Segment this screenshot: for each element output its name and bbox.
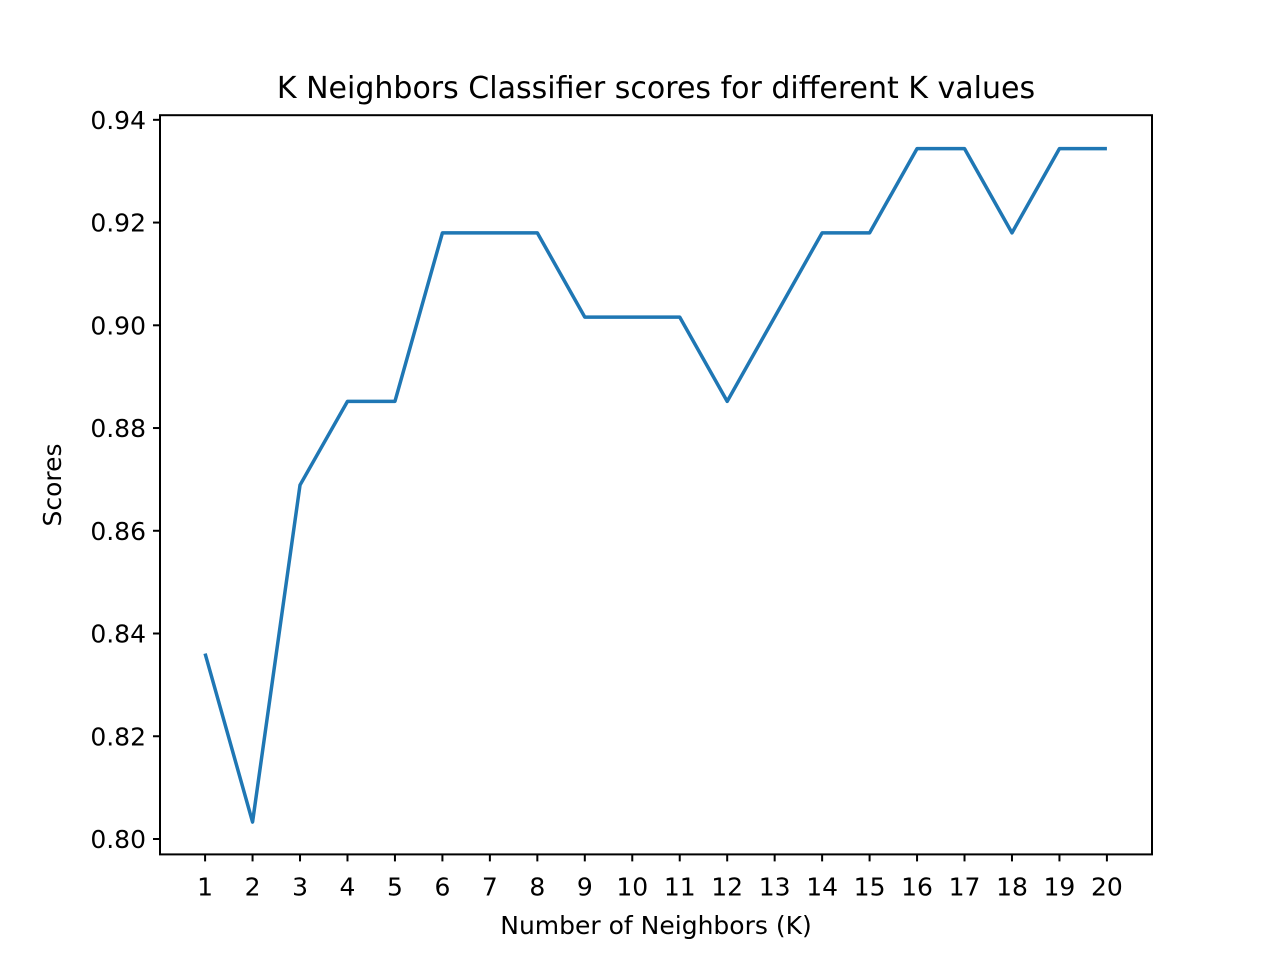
chart-title: K Neighbors Classifier scores for differ… [277, 71, 1035, 106]
series-layer [203, 146, 1107, 824]
series-line-0 [203, 146, 1107, 824]
x-tick-label: 9 [577, 872, 593, 901]
x-tick-label: 6 [434, 872, 450, 901]
x-tick-label: 12 [711, 872, 743, 901]
x-tick-label: 13 [759, 872, 791, 901]
y-tick-label: 0.86 [90, 517, 146, 546]
x-tick-label: 4 [340, 872, 356, 901]
y-tick-label: 0.88 [90, 414, 146, 443]
y-tick-label: 0.84 [90, 620, 146, 649]
x-tick-label: 18 [996, 872, 1028, 901]
y-axis-label: Scores [38, 443, 67, 526]
x-tick-label: 16 [901, 872, 933, 901]
y-tick-label: 0.92 [90, 209, 146, 238]
y-tick-label: 0.94 [90, 106, 146, 135]
x-tick-label: 11 [664, 872, 696, 901]
x-tick-label: 8 [529, 872, 545, 901]
plot-area-frame [159, 114, 1153, 856]
x-tick-label: 15 [854, 872, 886, 901]
x-tick-label: 2 [245, 872, 261, 901]
y-tick-label: 0.90 [90, 311, 146, 340]
x-tick-label: 10 [616, 872, 648, 901]
x-tick-label: 7 [482, 872, 498, 901]
x-axis: 1 2 3 4 5 6 7 8 9 10 11 12 13 14 15 16 17 18 19 20 [197, 854, 1123, 901]
x-tick-label: 19 [1044, 872, 1076, 901]
y-axis: 0.80 0.82 0.84 0.86 0.88 0.90 0.92 0.94 [90, 106, 160, 854]
y-tick-label: 0.82 [90, 722, 146, 751]
x-tick-label: 20 [1091, 872, 1123, 901]
y-tick-label: 0.80 [90, 825, 146, 854]
x-tick-label: 1 [197, 872, 213, 901]
x-tick-label: 3 [292, 872, 308, 901]
x-tick-label: 17 [949, 872, 981, 901]
x-tick-label: 5 [387, 872, 403, 901]
x-axis-label: Number of Neighbors (K) [500, 911, 811, 940]
x-tick-label: 14 [806, 872, 838, 901]
